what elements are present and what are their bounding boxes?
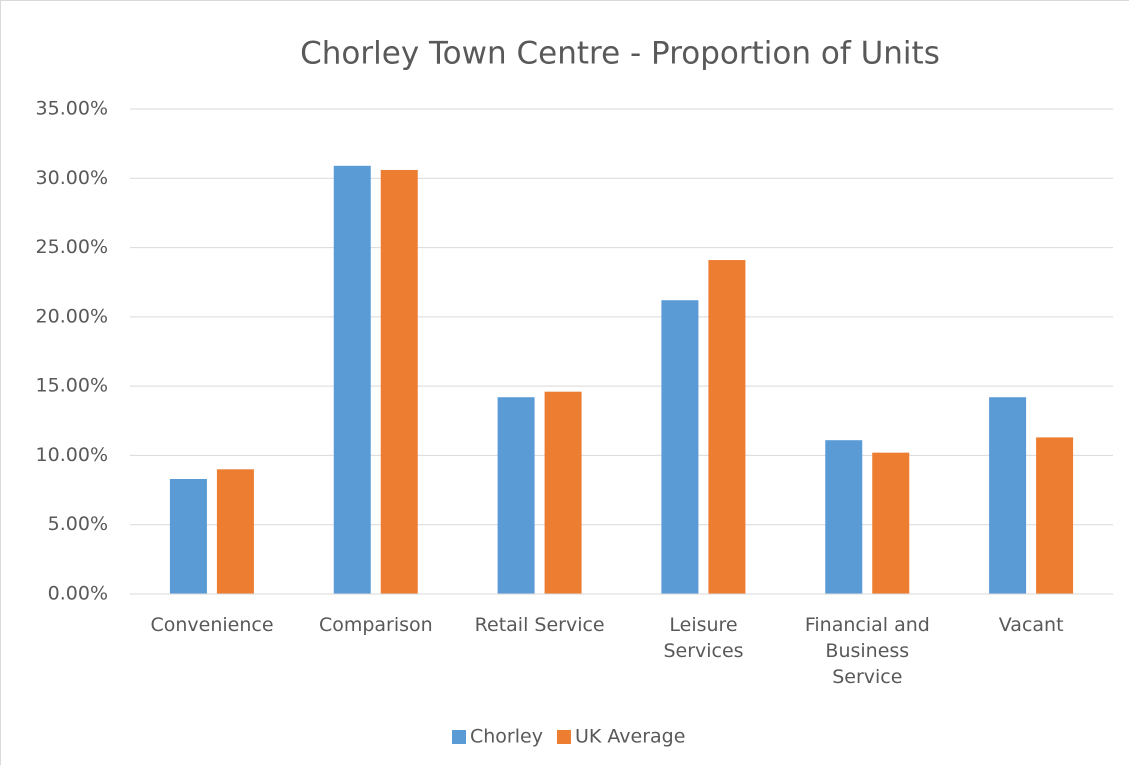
chart-title: Chorley Town Centre - Proportion of Unit… <box>300 36 940 72</box>
bar <box>872 452 910 594</box>
y-tick-label: 15.00% <box>36 375 108 397</box>
bar <box>497 397 535 594</box>
bar <box>708 260 746 594</box>
legend-swatch <box>452 730 466 744</box>
x-tick-label: Comparison <box>318 614 433 636</box>
y-tick-label: 30.00% <box>36 167 108 189</box>
y-tick-label: 0.00% <box>48 583 108 605</box>
x-tick-label: Convenience <box>150 614 274 636</box>
bar <box>333 165 371 595</box>
y-tick-label: 35.00% <box>36 98 108 120</box>
bar <box>1036 437 1074 594</box>
bar <box>380 169 418 594</box>
bar <box>825 440 863 594</box>
legend-swatch <box>556 730 571 744</box>
legend-label: UK Average <box>575 726 685 748</box>
bar <box>661 300 699 594</box>
y-tick-label: 5.00% <box>48 513 108 535</box>
bar <box>216 469 254 594</box>
bar <box>989 397 1027 594</box>
bar <box>544 391 582 594</box>
x-tick-label: Financial and Business Service <box>804 614 930 688</box>
y-tick-label: 10.00% <box>36 444 108 466</box>
y-tick-label: 25.00% <box>36 236 108 258</box>
x-tick-label: Leisure Services <box>663 614 744 662</box>
x-tick-label: Retail Service <box>474 614 605 636</box>
legend-label: Chorley <box>470 726 543 748</box>
bar <box>169 478 207 594</box>
x-tick-label: Vacant <box>998 614 1064 636</box>
y-tick-label: 20.00% <box>36 305 108 327</box>
